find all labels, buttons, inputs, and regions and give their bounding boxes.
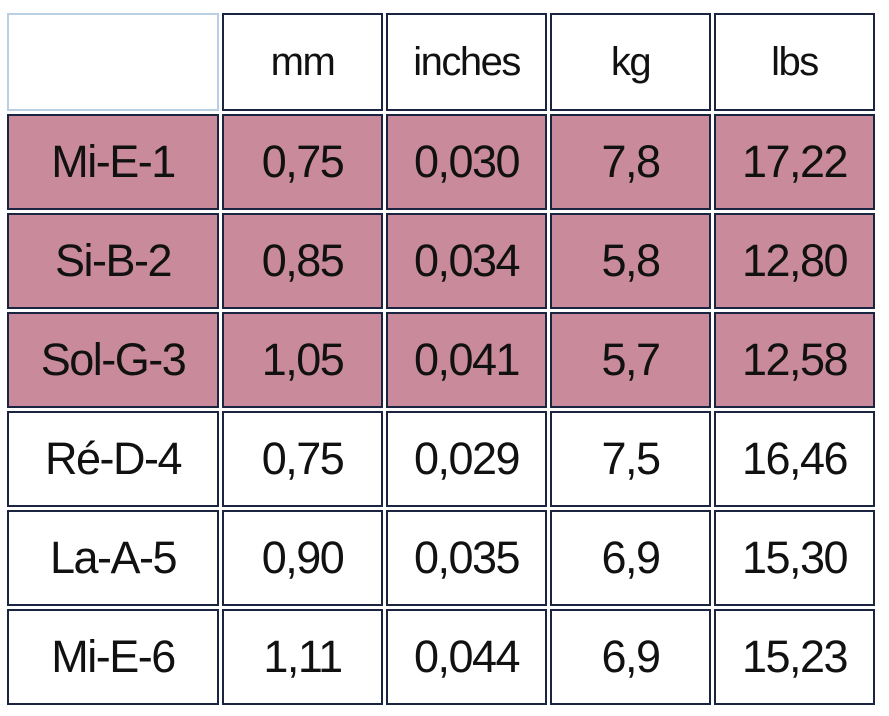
data-table: mm inches kg lbs Mi-E-1 0,75 0,030 7,8 17,22 Si-… xyxy=(4,10,878,708)
table-cell: 6,9 xyxy=(550,510,711,606)
table-cell: 1,11 xyxy=(222,609,383,705)
table-cell: 1,05 xyxy=(222,312,383,408)
table-cell: 0,75 xyxy=(222,114,383,210)
table-cell: 0,030 xyxy=(386,114,547,210)
row-label: Mi-E-1 xyxy=(7,114,219,210)
table-cell: 6,9 xyxy=(550,609,711,705)
column-header: inches xyxy=(386,13,547,111)
table-cell: 5,8 xyxy=(550,213,711,309)
row-label: Si-B-2 xyxy=(7,213,219,309)
table-cell: 7,5 xyxy=(550,411,711,507)
table-row: Mi-E-1 0,75 0,030 7,8 17,22 xyxy=(7,114,875,210)
corner-cell xyxy=(7,13,219,111)
table-cell: 7,8 xyxy=(550,114,711,210)
column-header: kg xyxy=(550,13,711,111)
column-header: lbs xyxy=(714,13,875,111)
table-cell: 0,029 xyxy=(386,411,547,507)
table-cell: 12,58 xyxy=(714,312,875,408)
table-cell: 0,035 xyxy=(386,510,547,606)
table-cell: 0,041 xyxy=(386,312,547,408)
table-cell: 12,80 xyxy=(714,213,875,309)
table-cell: 5,7 xyxy=(550,312,711,408)
row-label: Mi-E-6 xyxy=(7,609,219,705)
table-cell: 0,75 xyxy=(222,411,383,507)
table-cell: 17,22 xyxy=(714,114,875,210)
table-row: La-A-5 0,90 0,035 6,9 15,30 xyxy=(7,510,875,606)
header-row: mm inches kg lbs xyxy=(7,13,875,111)
column-header: mm xyxy=(222,13,383,111)
table-cell: 16,46 xyxy=(714,411,875,507)
table-row: Ré-D-4 0,75 0,029 7,5 16,46 xyxy=(7,411,875,507)
table-cell: 0,044 xyxy=(386,609,547,705)
table-row: Si-B-2 0,85 0,034 5,8 12,80 xyxy=(7,213,875,309)
table-row: Mi-E-6 1,11 0,044 6,9 15,23 xyxy=(7,609,875,705)
table-cell: 15,30 xyxy=(714,510,875,606)
row-label: Ré-D-4 xyxy=(7,411,219,507)
table-cell: 0,85 xyxy=(222,213,383,309)
table-cell: 0,90 xyxy=(222,510,383,606)
row-label: Sol-G-3 xyxy=(7,312,219,408)
table-cell: 0,034 xyxy=(386,213,547,309)
row-label: La-A-5 xyxy=(7,510,219,606)
table-cell: 15,23 xyxy=(714,609,875,705)
table-row: Sol-G-3 1,05 0,041 5,7 12,58 xyxy=(7,312,875,408)
